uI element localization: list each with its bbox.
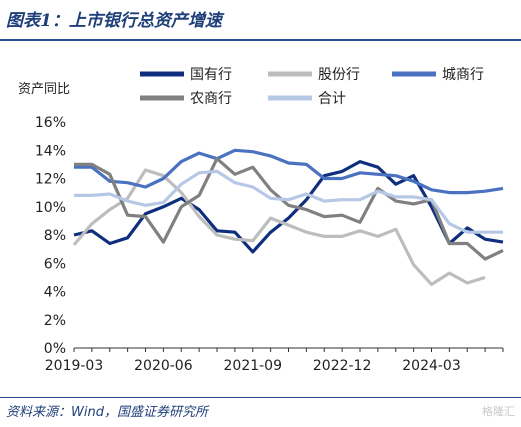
x-tick-label: 2022-12 (313, 358, 372, 374)
series-line-合计 (74, 169, 503, 234)
y-axis-label: 资产同比 (18, 82, 70, 97)
chart-axes: 资产同比 0% 2% 4% 6% 8% 10% 12% 14% 16% 2019-03 2020-06… (18, 82, 504, 374)
x-tick-label: 2020-06 (134, 358, 193, 374)
source-note: 资料来源：Wind，国盛证券研究所 (6, 405, 208, 420)
watermark-logo: 格隆汇 (482, 405, 515, 418)
y-tick-label: 10% (35, 200, 66, 216)
title-divider (0, 39, 521, 41)
figure-title: 图表1：上市银行总资产增速 (6, 11, 222, 31)
chart-series-lines (72, 148, 504, 286)
footer-divider (0, 397, 521, 398)
y-tick-label: 14% (35, 143, 66, 159)
series-line-股份行 (72, 168, 486, 286)
x-tick-label: 2019-03 (45, 358, 104, 374)
legend-label: 城商行 (442, 67, 484, 83)
legend-label: 合计 (318, 91, 346, 107)
y-tick-label: 0% (44, 341, 66, 357)
legend-label: 农商行 (190, 91, 232, 107)
y-tick-label: 4% (44, 285, 66, 301)
series-line-国有行 (73, 160, 504, 254)
asset-growth-line-chart: 资产同比 0% 2% 4% 6% 8% 10% 12% 14% 16% 2019-03 2020-06… (18, 67, 504, 374)
y-tick-label: 12% (35, 172, 66, 188)
y-tick-label: 16% (35, 115, 66, 131)
x-tick-label: 2024-03 (402, 358, 461, 374)
legend-label: 国有行 (190, 67, 232, 83)
legend-label: 股份行 (318, 67, 360, 83)
y-tick-label: 8% (44, 228, 66, 244)
series-line-城商行 (74, 148, 504, 195)
y-tick-label: 6% (44, 256, 66, 272)
y-tick-label: 2% (44, 313, 66, 329)
x-tick-label: 2021-09 (224, 358, 283, 374)
